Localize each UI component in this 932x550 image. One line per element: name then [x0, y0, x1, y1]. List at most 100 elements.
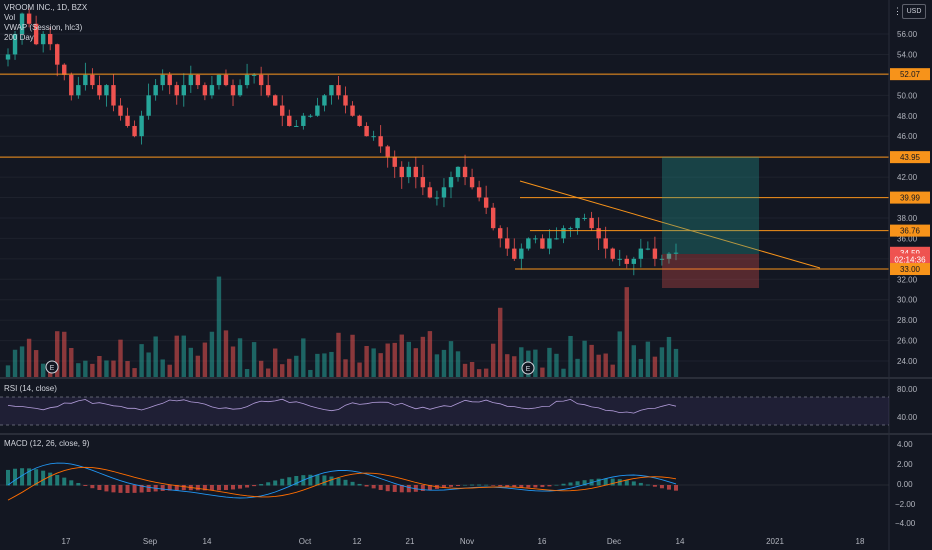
- volume-bar: [350, 334, 355, 378]
- long-position-tool[interactable]: [662, 157, 759, 288]
- volume-bar: [301, 338, 306, 378]
- candle-body: [188, 74, 194, 86]
- macd-histogram-bar: [6, 469, 10, 486]
- volume-bar: [216, 276, 222, 378]
- candle-body: [216, 74, 222, 86]
- candle-body: [251, 74, 257, 76]
- volume-bar: [336, 332, 341, 378]
- price-label-badge: [890, 224, 930, 237]
- volume-bar: [33, 350, 39, 378]
- volume-bar: [603, 353, 608, 378]
- volume-bar: [273, 348, 278, 378]
- candle-body: [357, 115, 362, 126]
- time-axis[interactable]: 17 Sep 14 Oct 12 21 Nov 16 Dec 14 2021 1…: [62, 537, 865, 546]
- candle-body: [399, 166, 404, 178]
- volume-bar: [188, 347, 194, 378]
- volume-bar: [533, 349, 538, 378]
- macd-title[interactable]: MACD (12, 26, close, 9): [4, 439, 90, 448]
- candle-body: [490, 207, 496, 229]
- time-label: 16: [538, 537, 547, 546]
- symbol-legend[interactable]: VROOM INC., 1D, BZX Vol VWAP (Session, h…: [4, 3, 87, 43]
- candle-body: [47, 34, 53, 45]
- macd-histogram-bar: [195, 485, 200, 491]
- macd-histogram-bar: [659, 485, 664, 489]
- candle-body: [554, 238, 559, 240]
- volume-bar: [427, 331, 433, 378]
- price-label-badge: [890, 253, 930, 266]
- macd-histogram-bar: [315, 474, 320, 486]
- volume-bar: [364, 345, 369, 378]
- candle-body: [19, 13, 25, 34]
- currency-badge[interactable]: USD: [902, 4, 926, 19]
- candle-body: [645, 248, 651, 250]
- macd-tick: 2.00: [897, 460, 913, 469]
- macd-histogram-bar: [512, 485, 517, 488]
- macd-histogram-bar: [111, 485, 116, 493]
- volume-bar: [673, 348, 679, 378]
- rsi-tick: 80.00: [897, 385, 918, 394]
- indicator-200day[interactable]: 200 Day: [4, 33, 34, 42]
- volume-bar: [265, 368, 271, 378]
- rsi-pane[interactable]: [0, 396, 889, 426]
- candle-body: [638, 248, 644, 259]
- macd-tick: −2.00: [895, 500, 916, 509]
- macd-histogram-bar: [491, 485, 496, 486]
- macd-histogram-bar: [27, 468, 32, 486]
- macd-histogram-bar: [533, 485, 538, 488]
- macd-histogram-bar: [596, 478, 601, 486]
- volume-bar: [132, 368, 137, 378]
- candle-body: [624, 258, 629, 264]
- price-tick: 56.00: [897, 30, 918, 39]
- rsi-title[interactable]: RSI (14, close): [4, 384, 57, 393]
- candle-body: [610, 248, 615, 259]
- indicator-vol[interactable]: Vol: [4, 13, 16, 22]
- volume-bar: [280, 364, 285, 378]
- candle-body: [322, 95, 327, 106]
- candle-body: [505, 238, 510, 249]
- macd-pane[interactable]: [0, 462, 889, 501]
- candle-body: [441, 187, 447, 198]
- candle-body: [273, 95, 278, 106]
- macd-histogram-bar: [238, 485, 243, 489]
- macd-histogram-bar: [645, 484, 650, 486]
- candle-body: [476, 187, 482, 198]
- macd-histogram-bar: [385, 485, 390, 492]
- volume-bar: [659, 347, 665, 378]
- trendline[interactable]: [519, 180, 821, 269]
- candle-body: [223, 74, 229, 86]
- earnings-icon: E: [526, 366, 531, 373]
- candle-body: [294, 125, 299, 127]
- candle-body: [329, 85, 334, 96]
- candle-body: [371, 136, 376, 138]
- indicator-vwap[interactable]: VWAP (Session, hlc3): [4, 23, 83, 32]
- rsi-tick: 40.00: [897, 413, 918, 422]
- candle-body: [237, 85, 243, 96]
- volume-bar: [631, 345, 637, 378]
- macd-histogram-bar: [505, 485, 510, 487]
- price-tick: 32.00: [897, 275, 918, 284]
- candle-body: [209, 85, 215, 96]
- macd-histogram-bar: [216, 485, 221, 491]
- volume-bar: [125, 361, 130, 378]
- volume-bar: [5, 365, 11, 378]
- more-options-icon[interactable]: ⋮: [893, 6, 902, 16]
- time-label: 17: [62, 537, 71, 546]
- volume-bar: [512, 356, 517, 378]
- earnings-markers[interactable]: E E: [45, 360, 535, 375]
- symbol-title[interactable]: VROOM INC., 1D, BZX: [4, 3, 88, 12]
- macd-histogram-bar: [519, 485, 524, 488]
- candlesticks: [5, 8, 679, 276]
- candle-body: [160, 74, 165, 86]
- candle-body: [378, 136, 383, 147]
- volume-bar: [505, 354, 510, 378]
- volume-bar: [160, 359, 165, 378]
- macd-histogram-bar: [167, 485, 172, 491]
- candle-body: [167, 74, 172, 86]
- candle-body: [33, 23, 39, 45]
- macd-histogram-bar: [378, 485, 383, 490]
- horizontal-levels[interactable]: [0, 73, 889, 270]
- macd-histogram-bar: [322, 475, 327, 486]
- candle-body: [483, 197, 489, 208]
- price-tick: 42.00: [897, 173, 918, 182]
